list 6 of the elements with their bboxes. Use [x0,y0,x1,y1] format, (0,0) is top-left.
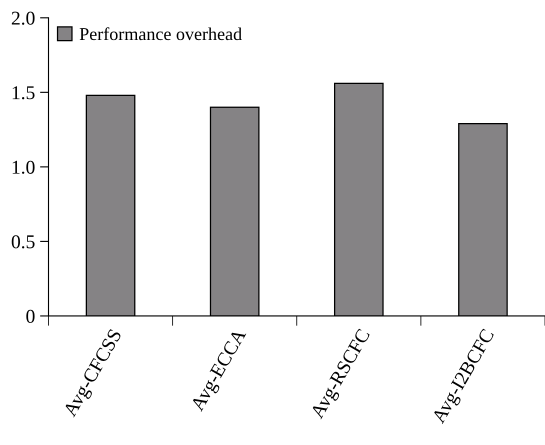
y-tick-label: 0 [26,310,35,323]
y-tick-label: 2.0 [12,12,35,25]
y-tick-label: 1.0 [12,160,35,174]
y-tick-label: 0.5 [12,235,35,248]
legend-label: Performance overhead [80,27,242,40]
y-tick-label: 1.5 [12,86,35,100]
